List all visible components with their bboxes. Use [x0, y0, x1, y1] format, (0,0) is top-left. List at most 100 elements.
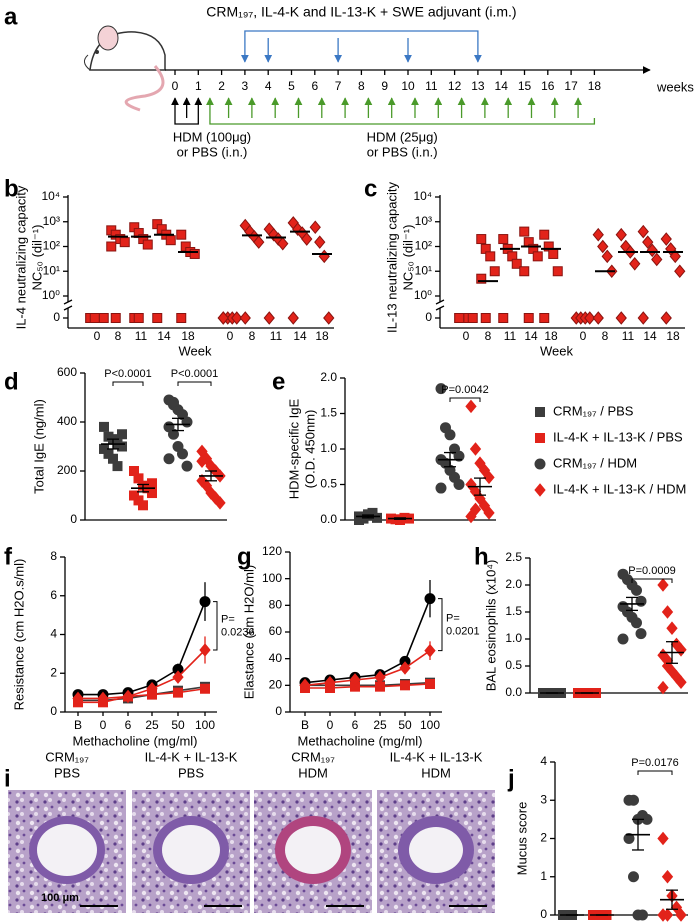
- data-point: [660, 232, 672, 246]
- y-tick-label: 40: [269, 651, 283, 665]
- data-point: [217, 311, 229, 325]
- panel-label: g: [237, 543, 252, 570]
- data-point: [637, 224, 649, 239]
- y-axis-label: Mucus score: [514, 802, 529, 876]
- x-tick-label: 0: [227, 329, 234, 343]
- legend-label: IL-4-K + IL-13-K / PBS: [553, 429, 683, 444]
- data-point: [657, 578, 669, 592]
- data-point: [299, 678, 311, 693]
- x-tick-label: 8: [602, 329, 609, 343]
- data-point: [117, 441, 127, 452]
- y-tick-label: 1.5: [320, 406, 337, 420]
- data-point: [119, 237, 130, 248]
- y-tick-label: 1.0: [320, 441, 337, 455]
- data-point: [146, 681, 158, 696]
- data-point: [199, 643, 211, 657]
- image-label: CRM₁₉₇: [291, 749, 335, 764]
- y-tick-label: 600: [57, 365, 77, 379]
- hdm-low-label: or PBS (i.n.): [367, 144, 438, 159]
- data-point: [615, 227, 627, 242]
- x-tick-label: B: [301, 718, 309, 732]
- data-point: [552, 266, 563, 277]
- airway-lumen: [285, 826, 341, 874]
- data-point: [106, 241, 117, 252]
- x-tick-label: 6: [125, 718, 132, 732]
- data-point: [168, 396, 179, 408]
- y-tick-label: 10⁰: [42, 288, 60, 302]
- y-tick-label: 0.5: [505, 658, 522, 672]
- data-point: [592, 311, 604, 325]
- data-point: [651, 252, 663, 267]
- data-point: [485, 251, 496, 262]
- y-tick-label: 4: [540, 754, 547, 768]
- data-point: [314, 235, 326, 249]
- x-tick-label: 50: [398, 718, 412, 732]
- y-axis-label: NC₅₀ (dil⁻¹): [29, 225, 44, 291]
- data-point: [323, 311, 335, 325]
- x-tick-label: 8: [249, 329, 256, 343]
- y-axis-label: (O.D. 450nm): [302, 410, 317, 489]
- x-axis-label: Methacholine (mg/ml): [298, 733, 423, 748]
- data-point: [138, 500, 148, 511]
- y-axis-label: NC₅₀ (dil⁻¹): [400, 225, 415, 291]
- x-tick-label: 0: [580, 329, 587, 343]
- y-tick-label: 10²: [43, 239, 60, 253]
- data-point: [354, 515, 364, 525]
- y-tick-label: 10¹: [43, 263, 60, 277]
- panel-label: e: [272, 368, 285, 395]
- p-bracket: [177, 381, 212, 386]
- data-point: [469, 502, 482, 517]
- p-bracket: [438, 598, 443, 652]
- y-tick-label: 1.0: [505, 631, 522, 645]
- image-label: PBS: [178, 765, 204, 780]
- y-tick-label: 0: [425, 310, 432, 324]
- data-point: [584, 311, 596, 325]
- data-point: [617, 633, 629, 645]
- timeline-tick-label: 7: [335, 79, 342, 93]
- legend-marker: [535, 433, 545, 443]
- airway-lumen: [37, 824, 97, 876]
- data-point: [539, 313, 550, 323]
- panel-label: f: [4, 543, 13, 570]
- x-tick-label: 6: [352, 718, 359, 732]
- data-point: [467, 313, 478, 323]
- y-tick-label: 0: [70, 512, 77, 526]
- hdm-high-bracket: [174, 118, 199, 125]
- data-point: [152, 313, 163, 323]
- data-point: [666, 621, 678, 635]
- timeline-tick-label: 16: [541, 79, 555, 93]
- timeline-tick-label: 5: [288, 79, 295, 93]
- y-tick-label: 1: [540, 869, 547, 883]
- timeline-tick-label: 9: [381, 79, 388, 93]
- x-axis-label: Week: [540, 343, 573, 358]
- data-point: [675, 675, 687, 689]
- data-point: [453, 450, 465, 462]
- data-point: [98, 313, 109, 323]
- x-tick-label: 100: [195, 718, 215, 732]
- x-tick-label: 14: [643, 329, 657, 343]
- y-tick-label: 10³: [43, 214, 60, 228]
- y-tick-label: 20: [269, 678, 283, 692]
- data-point: [628, 794, 639, 806]
- legend-marker: [534, 483, 546, 497]
- data-point: [465, 399, 477, 414]
- y-tick-label: 2: [540, 831, 547, 845]
- y-tick-label: 2: [50, 665, 57, 679]
- p-value: P=0.0042: [441, 384, 488, 396]
- x-tick-label: 11: [135, 329, 148, 343]
- timeline-tick-label: 1: [195, 79, 202, 93]
- data-point: [629, 257, 641, 271]
- data-point: [646, 243, 658, 258]
- x-tick-label: 18: [181, 329, 195, 343]
- data-point: [200, 683, 210, 694]
- data-point: [172, 670, 184, 684]
- p-bracket: [112, 381, 144, 386]
- data-point: [674, 264, 686, 279]
- timeline-tick-label: 18: [588, 79, 602, 93]
- data-point: [97, 691, 109, 706]
- data-point: [498, 313, 509, 323]
- axis-break: [435, 305, 445, 311]
- data-point: [189, 248, 200, 259]
- y-tick-label: 3: [540, 792, 547, 806]
- data-point: [523, 313, 534, 323]
